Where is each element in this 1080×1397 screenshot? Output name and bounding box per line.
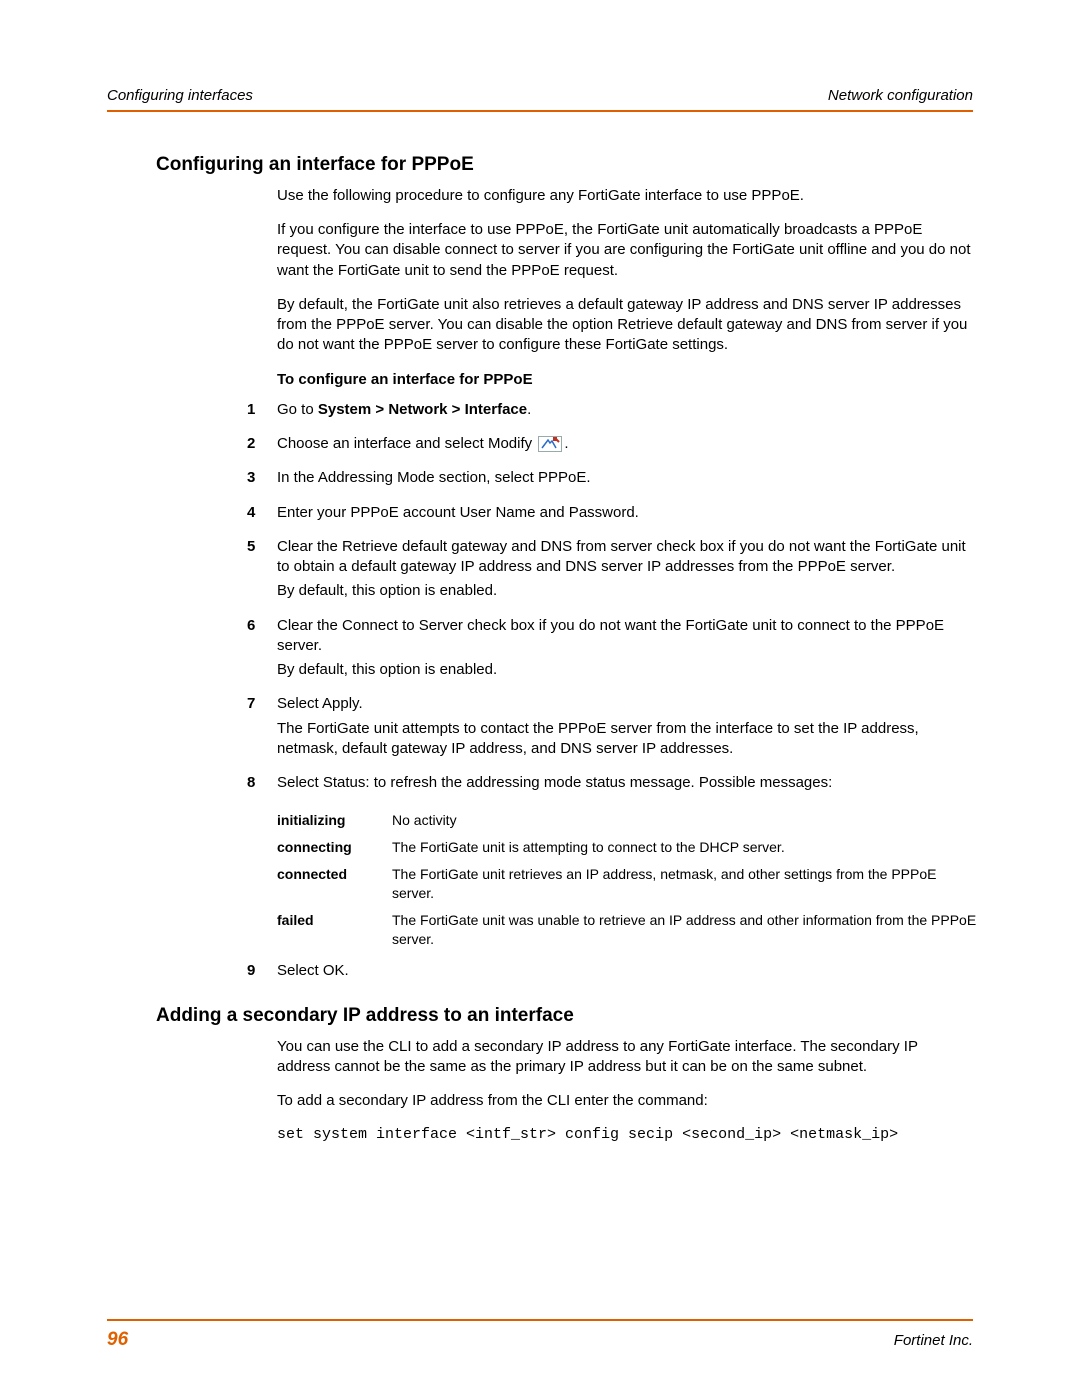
- step-5: Clear the Retrieve default gateway and D…: [247, 537, 973, 606]
- section1-p1: Use the following procedure to configure…: [277, 186, 973, 206]
- step-8: Select Status: to refresh the addressing…: [247, 773, 973, 797]
- step-9: Select OK.: [247, 961, 973, 985]
- step6-text-b: By default, this option is enabled.: [277, 660, 973, 680]
- status-term: initializing: [277, 807, 392, 834]
- steps-list: Go to System > Network > Interface. Choo…: [247, 400, 973, 798]
- section2-p2: To add a secondary IP address from the C…: [277, 1091, 973, 1111]
- header-right: Network configuration: [828, 86, 973, 106]
- section2-p1: You can use the CLI to add a secondary I…: [277, 1037, 973, 1078]
- step9-text: Select OK.: [277, 961, 973, 981]
- footer-brand: Fortinet Inc.: [894, 1331, 973, 1351]
- step5-text-b: By default, this option is enabled.: [277, 581, 973, 601]
- section1-p3: By default, the FortiGate unit also retr…: [277, 295, 973, 356]
- step5-text-a: Clear the Retrieve default gateway and D…: [277, 537, 973, 578]
- step-1: Go to System > Network > Interface.: [247, 400, 973, 424]
- step-7: Select Apply. The FortiGate unit attempt…: [247, 694, 973, 763]
- status-term: failed: [277, 907, 392, 953]
- step3-text: In the Addressing Mode section, select P…: [277, 468, 973, 488]
- status-row-connecting: connecting The FortiGate unit is attempt…: [277, 834, 977, 861]
- step1-path: System > Network > Interface: [318, 401, 527, 418]
- step4-text: Enter your PPPoE account User Name and P…: [277, 503, 973, 523]
- status-desc: The FortiGate unit was unable to retriev…: [392, 907, 977, 953]
- step6-text-a: Clear the Connect to Server check box if…: [277, 616, 973, 657]
- section2-title: Adding a secondary IP address to an inte…: [156, 1003, 973, 1029]
- step-4: Enter your PPPoE account User Name and P…: [247, 503, 973, 527]
- page-number: 96: [107, 1327, 128, 1353]
- status-row-connected: connected The FortiGate unit retrieves a…: [277, 861, 977, 907]
- step7-text-a: Select Apply.: [277, 694, 973, 714]
- step1-suffix: .: [527, 401, 531, 418]
- steps-list-cont: Select OK.: [247, 961, 973, 985]
- status-table: initializing No activity connecting The …: [277, 807, 977, 952]
- cli-command: set system interface <intf_str> config s…: [277, 1125, 973, 1145]
- status-row-failed: failed The FortiGate unit was unable to …: [277, 907, 977, 953]
- status-desc: The FortiGate unit is attempting to conn…: [392, 834, 977, 861]
- status-desc: The FortiGate unit retrieves an IP addre…: [392, 861, 977, 907]
- status-term: connected: [277, 861, 392, 907]
- section1-p2: If you configure the interface to use PP…: [277, 220, 973, 281]
- header-left: Configuring interfaces: [107, 86, 253, 106]
- status-row-initializing: initializing No activity: [277, 807, 977, 834]
- status-desc: No activity: [392, 807, 977, 834]
- step1-prefix: Go to: [277, 401, 318, 418]
- step-6: Clear the Connect to Server check box if…: [247, 616, 973, 685]
- modify-icon: [538, 436, 562, 452]
- step7-text-b: The FortiGate unit attempts to contact t…: [277, 719, 973, 760]
- step8-text: Select Status: to refresh the addressing…: [277, 773, 973, 793]
- step2-suffix: .: [564, 435, 568, 452]
- footer-rule: [107, 1319, 973, 1321]
- step-2: Choose an interface and select Modify .: [247, 434, 973, 458]
- section1-title: Configuring an interface for PPPoE: [156, 152, 973, 178]
- status-term: connecting: [277, 834, 392, 861]
- section1-subhead: To configure an interface for PPPoE: [277, 370, 973, 390]
- step-3: In the Addressing Mode section, select P…: [247, 468, 973, 492]
- step2-prefix: Choose an interface and select Modify: [277, 435, 536, 452]
